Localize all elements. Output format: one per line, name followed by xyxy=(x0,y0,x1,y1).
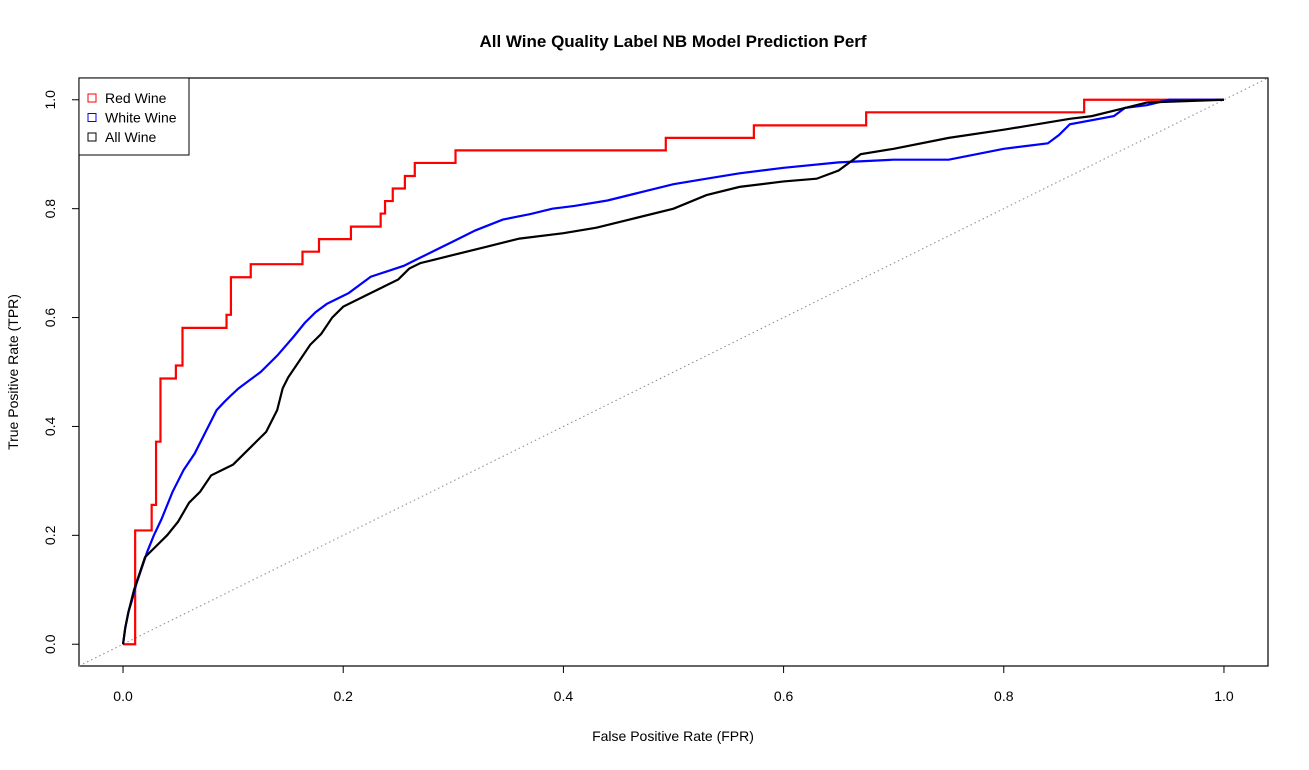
diagonal-layer xyxy=(78,77,1269,667)
chart-title: All Wine Quality Label NB Model Predicti… xyxy=(479,32,866,51)
legend: Red Wine White Wine All Wine xyxy=(78,77,190,156)
y-tick-label: 0.8 xyxy=(42,199,58,219)
series-layer xyxy=(121,98,1224,646)
legend-swatch xyxy=(87,113,97,122)
y-tick-label: 0.6 xyxy=(42,308,58,328)
diagonal-reference-line xyxy=(78,77,1269,667)
x-tick-label: 0.8 xyxy=(994,688,1014,704)
legend-box xyxy=(78,77,190,156)
axes-layer: 0.0 0.2 0.4 0.6 0.8 1.0 0.0 0.2 0.4 0.6 0.8 1.0 xyxy=(42,90,1234,704)
series-line-all-wine xyxy=(121,98,1224,645)
y-tick-label: 0.2 xyxy=(42,525,58,545)
y-tick-label: 0.0 xyxy=(42,634,58,654)
series-line-white-wine xyxy=(121,98,1224,645)
series-line-red-wine xyxy=(123,98,1224,646)
y-tick-label: 0.4 xyxy=(42,417,58,437)
x-axis-title: False Positive Rate (FPR) xyxy=(592,728,754,744)
x-tick-label: 0.4 xyxy=(554,688,574,704)
legend-swatch xyxy=(87,93,97,103)
x-tick-label: 0.2 xyxy=(333,688,353,704)
legend-label: All Wine xyxy=(105,129,157,145)
x-tick-label: 1.0 xyxy=(1214,688,1234,704)
x-tick-label: 0.0 xyxy=(113,688,133,704)
legend-label: White Wine xyxy=(105,110,177,126)
y-axis-title: True Positive Rate (TPR) xyxy=(5,294,21,450)
legend-label: Red Wine xyxy=(105,90,167,106)
legend-swatch xyxy=(87,132,97,142)
y-tick-label: 1.0 xyxy=(42,90,58,110)
x-tick-label: 0.6 xyxy=(774,688,794,704)
